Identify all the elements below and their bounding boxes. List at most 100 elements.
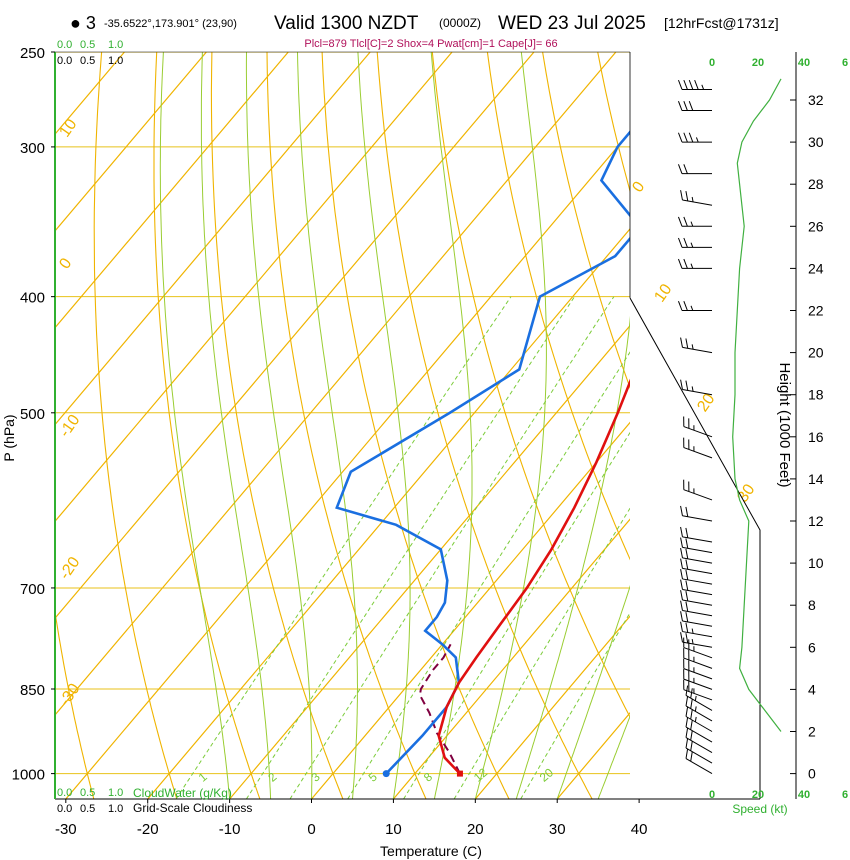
mixing-ratio-label: 20 [537, 765, 556, 785]
wind-barb-flag [680, 621, 683, 632]
dry-adiabat [153, 52, 261, 799]
cloudwater-tick-bottom: 0.0 [57, 787, 72, 799]
height-tick-label: 20 [808, 345, 824, 361]
isotherm-line [311, 421, 630, 799]
mixing-ratio-label: 1 [196, 769, 210, 784]
y-tick-label: 400 [20, 290, 45, 307]
cloudwater-tick-top: 0.5 [80, 39, 95, 51]
mixing-ratio-label: 2 [265, 769, 279, 784]
speed-tick-bottom: 20 [752, 789, 764, 801]
y-tick-label: 1000 [12, 767, 45, 784]
speed-tick-top: 0 [709, 57, 715, 69]
height-tick-label: 0 [808, 766, 816, 782]
isotherm-label: 0 [629, 179, 648, 196]
wind-panel [677, 78, 782, 775]
cloudiness-tick-bottom: 1.0 [108, 803, 123, 815]
dry-adiabat [321, 52, 510, 799]
dry-adiabat [431, 52, 630, 719]
wind-barb-flag [690, 698, 693, 709]
wind-barb-flag [685, 191, 689, 202]
x-axis-title: Temperature (C) [380, 843, 482, 859]
moist-adiabat [515, 52, 630, 799]
wind-barb-flag [690, 305, 694, 311]
wind-barb-flag [685, 527, 689, 538]
wind-barb-flag [683, 79, 688, 90]
speed-tick-bottom: 6 [842, 789, 848, 801]
wind-barb-flag [685, 738, 689, 749]
wind-barb-flag [683, 216, 688, 227]
isotherm-line [55, 52, 371, 426]
profiles [335, 130, 630, 775]
wind-barb-flag [685, 548, 689, 559]
mixing-ratio-label: 8 [421, 769, 435, 784]
mixing-ratio-line [289, 296, 615, 799]
dry-adiabat [653, 52, 850, 799]
wind-barb [683, 426, 713, 438]
stability-params: Plcl=879 Tlcl[C]=2 Shox=4 Pwat[cm]=1 Cap… [304, 38, 557, 50]
wind-barb-flag [680, 379, 683, 390]
wind-barb-flag [680, 579, 683, 590]
moist-adiabat [430, 52, 473, 799]
isotherm-label: -30 [56, 681, 83, 710]
dry-adiabat [210, 52, 344, 799]
wind-barb-flag [677, 100, 683, 111]
cloudwater-label: CloudWater (g/Kg) [133, 786, 232, 800]
wind-barb-flag [685, 706, 689, 717]
wind-barb-flag [685, 727, 689, 738]
y-tick-label: 850 [20, 682, 45, 699]
moist-adiabat [159, 52, 231, 799]
cloudiness-tick-top: 0.5 [80, 55, 95, 67]
wind-barb-flag [685, 622, 689, 633]
wind-barb [682, 388, 713, 396]
wind-barb-flag [680, 505, 683, 516]
wind-barb [683, 657, 713, 669]
x-tick-label: 20 [467, 821, 484, 838]
wind-barb-flag [690, 751, 693, 762]
wind-barb-flag [690, 688, 693, 699]
x-tick-label: 30 [549, 821, 566, 838]
wind-barb-flag [685, 380, 689, 391]
wind-barb-flag [683, 237, 688, 248]
wind-barb-flag [685, 696, 689, 707]
wind-barb-flag [695, 137, 699, 143]
cloudiness-label: Grid-Scale Cloudiness [133, 801, 252, 815]
wind-barb [682, 641, 713, 648]
moist-adiabat [474, 52, 547, 799]
isotherm-line [556, 712, 630, 799]
isotherm-line [55, 52, 453, 523]
wind-barb [683, 678, 713, 690]
wind-barb-flag [680, 547, 683, 558]
wind-barb-flag [690, 263, 694, 269]
height-tick-label: 8 [808, 597, 816, 613]
height-tick-label: 32 [808, 92, 824, 108]
wind-barb-flag [677, 258, 683, 269]
wind-barb [683, 689, 713, 701]
moist-adiabat [556, 585, 630, 799]
wind-barb-flag [680, 569, 683, 580]
y-tick-label: 700 [20, 581, 45, 598]
y-axis-title: P (hPa) [1, 414, 17, 461]
y-tick-label: 500 [20, 406, 45, 423]
wind-barb-flag [683, 258, 688, 269]
cloudiness-tick-bottom: 0.5 [80, 803, 95, 815]
cloudiness-tick-top: 1.0 [108, 55, 123, 67]
moist-adiabat [297, 52, 358, 799]
wind-barb-flag [683, 132, 688, 143]
forecast-run: [12hrFcst@1731z] [664, 15, 779, 31]
speed-tick-top: 20 [752, 57, 764, 69]
height-tick-label: 24 [808, 260, 824, 276]
speed-tick-bottom: 40 [798, 789, 810, 801]
wind-barb [683, 447, 713, 459]
moist-adiabat [597, 715, 630, 799]
forecast-date: WED 23 Jul 2025 [498, 13, 646, 34]
wind-barb-flag [685, 559, 689, 570]
height-tick-label: 16 [808, 429, 824, 445]
dewpoint-trace [335, 130, 630, 775]
height-tick-label: 28 [808, 176, 824, 192]
speed-tick-top: 6 [842, 57, 848, 69]
dry-adiabat [93, 52, 178, 799]
wind-barb-flag [685, 748, 689, 759]
isotherm-line [55, 52, 289, 329]
height-tick-label: 6 [808, 639, 816, 655]
